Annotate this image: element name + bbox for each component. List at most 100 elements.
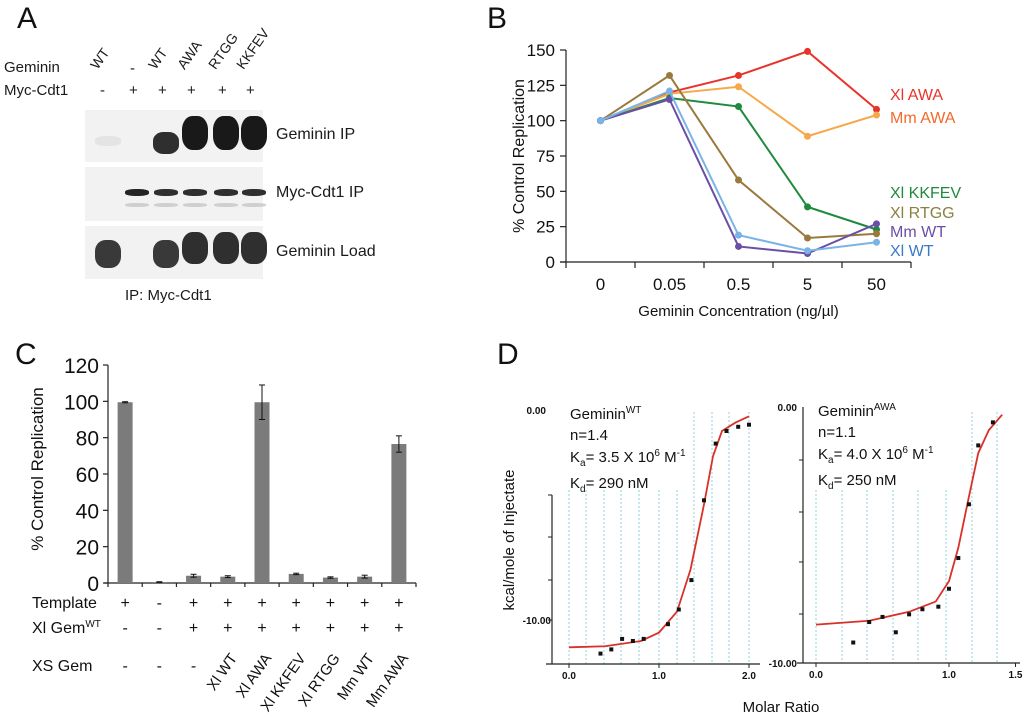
panel-d-letter: D: [497, 338, 519, 371]
annotation-ka: Ka= 3.5 X 106 M-1: [570, 448, 686, 469]
annotation-name: GemininWT: [570, 405, 641, 423]
data-point: [735, 242, 742, 250]
blot-myc-cdt1-ip: [85, 167, 266, 221]
y-tick-label: 25: [536, 218, 555, 237]
condition-value: +: [257, 595, 266, 612]
blot-band: [241, 232, 267, 264]
condition-value: +: [257, 620, 266, 637]
data-point: [641, 636, 646, 641]
lane-myc-label: +: [218, 82, 227, 99]
x-tick-label: 0.0: [809, 670, 823, 681]
data-point: [956, 556, 961, 561]
ip-footer: IP: Myc-Cdt1: [125, 287, 212, 304]
condition-value: +: [120, 595, 129, 612]
y-tick-label: 150: [527, 41, 555, 60]
y-tick-label: 120: [64, 355, 99, 378]
bar: [254, 402, 270, 583]
bar: [322, 577, 338, 583]
condition-row-label: Template: [32, 595, 97, 612]
data-point: [804, 234, 811, 242]
x-tick-label: 0.0: [562, 671, 576, 682]
annotation-kd: Kd= 290 nM: [570, 475, 649, 495]
data-point: [920, 607, 925, 612]
x-tick-label: 0.5: [727, 275, 751, 294]
legend-label: Mm WT: [890, 224, 946, 241]
data-point: [873, 220, 880, 228]
y-tick-label: 80: [76, 428, 99, 451]
blot-band: [95, 240, 121, 268]
legend-label: Xl RTGG: [890, 205, 955, 222]
blot-geminin-load: [85, 226, 267, 279]
y-tick-label: 20: [76, 537, 99, 560]
blot-band-faint: [125, 203, 149, 207]
annotation-kd: Kd= 250 nM: [818, 472, 897, 492]
ka-exp: 6: [654, 448, 660, 459]
blot-band: [213, 116, 239, 150]
condition-value: -: [191, 658, 196, 675]
x-tick-label: 1.0: [942, 670, 956, 681]
lane-myc-label: +: [158, 82, 167, 99]
y-tick-label: 0: [546, 253, 555, 272]
data-point: [630, 639, 635, 643]
y-tick-label: 75: [536, 147, 555, 166]
fit-curve: [568, 415, 750, 649]
data-point: [851, 640, 856, 645]
data-point: [936, 604, 941, 609]
y-tick-label: 0: [87, 573, 99, 596]
bar: [391, 444, 407, 583]
blot-band-faint: [183, 203, 207, 207]
legend-label: Mm AWA: [890, 110, 956, 127]
blot-band-faint: [242, 203, 266, 207]
condition-value: +: [360, 595, 369, 612]
annotation-name: GemininAWA: [818, 402, 896, 420]
blot-label: Myc-Cdt1 IP: [276, 184, 365, 201]
data-point: [724, 429, 729, 433]
blot-band: [182, 116, 208, 150]
condition-value: -: [157, 595, 162, 612]
data-point: [907, 612, 912, 617]
kd-value: = 250 nM: [834, 472, 897, 489]
lane-myc-label: -: [100, 82, 105, 99]
blot-band-faint: [154, 203, 178, 207]
x-tick-label: 0: [596, 275, 605, 294]
data-point: [867, 620, 872, 625]
data-point: [598, 651, 603, 656]
fit-curve: [815, 414, 1003, 626]
y-tick-label: -10.00: [523, 616, 552, 627]
data-point: [804, 203, 811, 211]
condition-row-label-sup: WT: [85, 619, 101, 630]
ka-value: = 3.5 X 10: [586, 449, 655, 466]
data-point: [804, 47, 811, 55]
kd-value: = 290 nM: [586, 475, 649, 492]
data-point: [713, 441, 718, 446]
blot-band: [125, 189, 149, 196]
row-label-myc-cdt1: Myc-Cdt1: [4, 82, 69, 99]
condition-value: +: [189, 595, 198, 612]
kd-sub: d: [580, 484, 586, 495]
data-point: [966, 502, 971, 507]
data-point: [666, 71, 673, 79]
kd-sub: d: [828, 481, 834, 492]
x-tick-label: 0.05: [653, 275, 686, 294]
blot-band: [183, 189, 207, 196]
blot-band: [241, 116, 267, 150]
annotation-name-sup: WT: [626, 405, 642, 416]
lane-myc-label: +: [246, 82, 255, 99]
blot-band: [213, 232, 239, 264]
data-point: [873, 111, 880, 119]
panel-c-letter: C: [15, 338, 37, 371]
y-tick-label: 40: [76, 500, 99, 523]
y-tick-label: 100: [527, 112, 555, 131]
data-point: [689, 578, 694, 583]
ka-unit-exp: -1: [925, 445, 934, 456]
lane-myc-label: +: [187, 82, 196, 99]
data-point: [873, 105, 880, 113]
ka-unit-exp: -1: [677, 448, 686, 459]
ka-sub: a: [580, 458, 586, 469]
y-tick-label: 100: [64, 391, 99, 414]
data-point: [747, 422, 751, 427]
condition-value: +: [223, 620, 232, 637]
condition-value: -: [122, 620, 127, 637]
data-point: [666, 622, 670, 627]
